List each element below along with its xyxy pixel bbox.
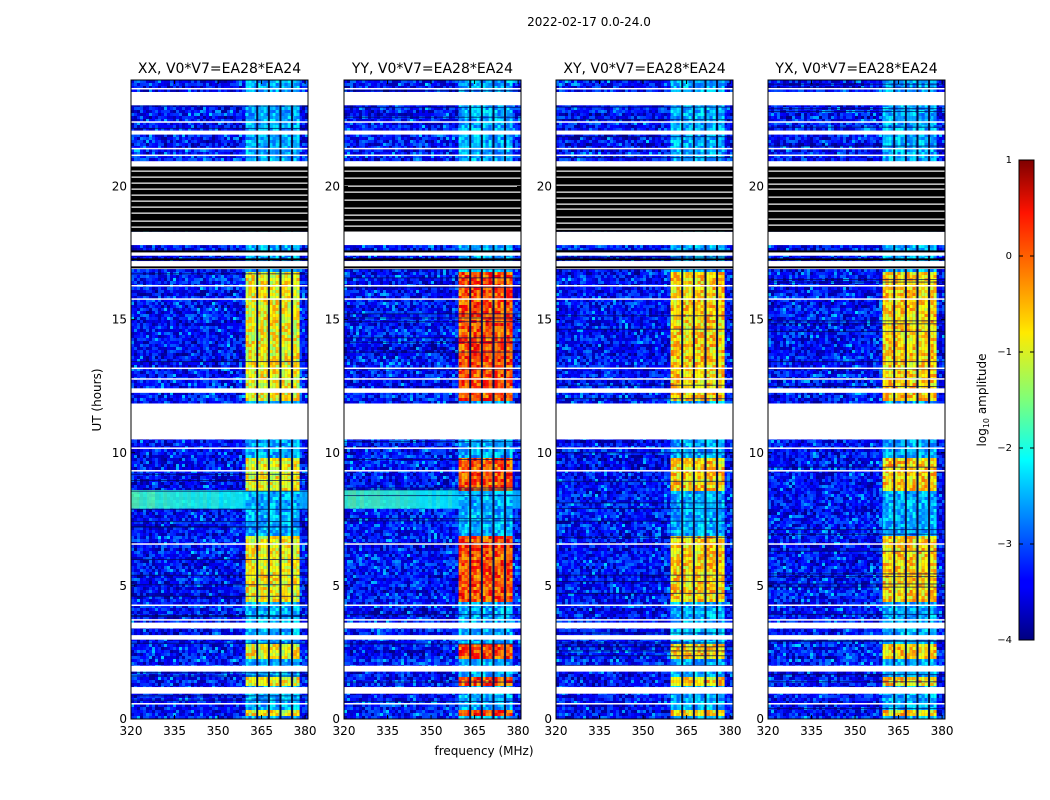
- x-tick-label: 350: [207, 724, 230, 738]
- panel-1-heatmap: [131, 80, 311, 720]
- panel-4-title: YX, V0*V7=EA28*EA24: [774, 61, 937, 77]
- y-tick-label: 5: [544, 579, 552, 593]
- x-tick-label: 320: [757, 724, 780, 738]
- y-tick-label: 15: [749, 313, 764, 327]
- y-tick-label: 20: [537, 180, 552, 194]
- panel-3-heatmap: [556, 80, 733, 719]
- x-tick-label: 380: [931, 724, 954, 738]
- y-tick-label: 0: [119, 712, 127, 726]
- colorbar-tick-label: −2: [997, 443, 1012, 454]
- panels: XX, V0*V7=EA28*EA24 320 335 350 365 380 0 5 10 15…: [112, 61, 954, 738]
- x-tick-label: 365: [250, 724, 273, 738]
- y-tick-label: 10: [325, 446, 340, 460]
- x-tick-label: 380: [719, 724, 742, 738]
- x-tick-label: 350: [844, 724, 867, 738]
- y-tick-label: 15: [112, 313, 127, 327]
- x-tick-label: 320: [333, 724, 356, 738]
- panel-2-title: YY, V0*V7=EA28*EA24: [351, 61, 513, 77]
- x-tick-label: 320: [545, 724, 568, 738]
- x-tick-label: 335: [163, 724, 186, 738]
- colorbar-tick-label: 0: [1006, 251, 1012, 262]
- y-tick-label: 5: [119, 579, 127, 593]
- y-tick-label: 10: [537, 446, 552, 460]
- y-tick-label: 0: [756, 712, 764, 726]
- y-tick-label: 0: [544, 712, 552, 726]
- panel-1: XX, V0*V7=EA28*EA24 320 335 350 365 380 0 5 10 15…: [112, 61, 317, 738]
- y-tick-label: 15: [325, 313, 340, 327]
- y-tick-label: 10: [749, 446, 764, 460]
- x-tick-label: 380: [507, 724, 530, 738]
- x-tick-label: 365: [887, 724, 910, 738]
- x-tick-label: 335: [588, 724, 611, 738]
- x-tick-label: 335: [800, 724, 823, 738]
- colorbar-label: log10 amplitude: [975, 354, 991, 447]
- x-tick-label: 320: [120, 724, 143, 738]
- y-axis-label: UT (hours): [90, 368, 104, 431]
- x-tick-label: 365: [675, 724, 698, 738]
- x-tick-label: 335: [376, 724, 399, 738]
- panel-2-heatmap: [344, 80, 524, 719]
- y-tick-label: 10: [112, 446, 127, 460]
- y-tick-label: 0: [332, 712, 340, 726]
- y-tick-label: 5: [332, 579, 340, 593]
- panel-3-title: XY, V0*V7=EA28*EA24: [563, 61, 725, 77]
- colorbar-tick-label: −4: [997, 635, 1012, 646]
- colorbar: 1 0 −1 −2 −3 −4 log10 amplitude: [975, 155, 1034, 646]
- y-tick-label: 15: [537, 313, 552, 327]
- colorbar-tick-label: −1: [997, 347, 1012, 358]
- figure-suptitle: 2022-02-17 0.0-24.0: [527, 15, 651, 29]
- panel-4-heatmap: [768, 80, 945, 719]
- x-tick-label: 380: [294, 724, 317, 738]
- y-tick-label: 5: [756, 579, 764, 593]
- colorbar-gradient: [1019, 160, 1034, 640]
- panel-3: XY, V0*V7=EA28*EA24 320 335 350 365 380 0 5 10 15…: [537, 61, 742, 738]
- panel-4: YX, V0*V7=EA28*EA24 320 335 350 365 380 0 5 10 15…: [749, 61, 954, 738]
- y-tick-label: 20: [749, 180, 764, 194]
- colorbar-tick-label: −3: [997, 539, 1012, 550]
- panel-1-title: XX, V0*V7=EA28*EA24: [138, 61, 301, 77]
- y-tick-label: 20: [325, 180, 340, 194]
- colorbar-tick-label: 1: [1006, 155, 1012, 166]
- x-tick-label: 350: [632, 724, 655, 738]
- x-tick-label: 350: [420, 724, 443, 738]
- y-tick-label: 20: [112, 180, 127, 194]
- x-axis-label: frequency (MHz): [434, 744, 533, 758]
- panel-2: YY, V0*V7=EA28*EA24 320 335 350 365 380 0 5 10 15…: [325, 61, 530, 738]
- x-tick-label: 365: [463, 724, 486, 738]
